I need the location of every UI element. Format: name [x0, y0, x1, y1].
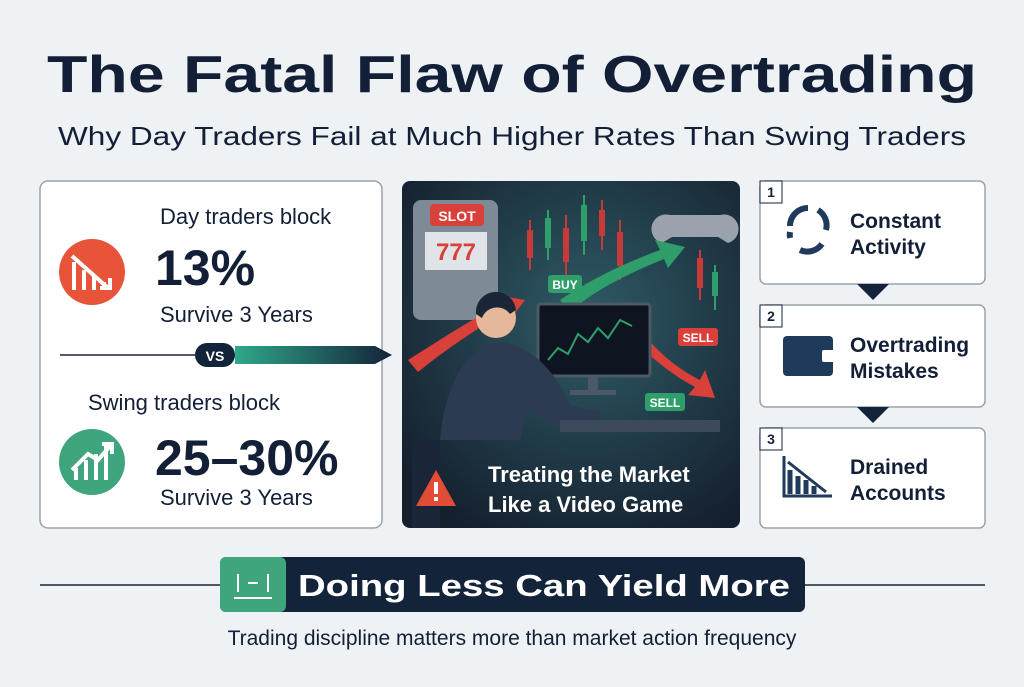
step-number: 1	[767, 184, 775, 200]
illustration-caption: Like a Video Game	[488, 492, 683, 517]
illustration-part	[547, 318, 633, 361]
step-cards-part-part	[816, 207, 830, 231]
illustration-part-part	[617, 232, 623, 266]
step-number: 2	[767, 308, 775, 324]
comparison-card	[39, 180, 392, 529]
illustration-caption: Treating the Market	[488, 462, 690, 487]
step-cards-part	[786, 205, 830, 255]
day-stat: 13%	[155, 240, 255, 296]
comparison-card-part	[235, 346, 392, 364]
illustration-part-part	[545, 218, 551, 248]
step-cards-part-part	[798, 242, 825, 255]
illustration-part-part	[599, 210, 605, 236]
step-cards-part	[822, 350, 836, 362]
comparison-card-part	[70, 442, 114, 480]
banner-part	[220, 557, 805, 612]
trade-tag: SELL	[683, 331, 714, 345]
illustration-part	[548, 275, 582, 293]
illustration-part	[678, 328, 718, 346]
step-cards-part	[759, 427, 783, 451]
slot-reels: 777	[436, 239, 476, 266]
banner-text: Doing Less Can Yield More	[298, 568, 790, 603]
day-label: Day traders block	[160, 204, 332, 229]
step-text: Drained	[850, 456, 928, 479]
illustration-part-part	[697, 258, 703, 288]
step-cards-part-part	[787, 205, 809, 227]
illustration-part	[434, 482, 438, 494]
step-text: Activity	[850, 236, 926, 259]
step-cards-part	[787, 470, 817, 494]
swing-stat: 25–30%	[155, 430, 339, 486]
illustration-part	[651, 214, 739, 243]
banner-part	[234, 574, 272, 599]
illustration-part-part	[581, 205, 587, 241]
banner	[40, 557, 985, 612]
title: The Fatal Flaw of Overtrading	[47, 46, 977, 104]
comparison-card-part	[195, 343, 235, 367]
illustration-part-part	[563, 228, 569, 262]
comparison-card-part	[59, 429, 125, 495]
swing-caption: Survive 3 Years	[160, 485, 313, 510]
illustration-part	[475, 291, 516, 318]
step-cards-part	[759, 180, 783, 204]
illustration-part	[527, 195, 718, 310]
step-cards-part	[783, 336, 833, 376]
trade-tag: BUY	[552, 278, 577, 292]
illustration-part	[536, 302, 652, 378]
step-number: 3	[767, 431, 775, 447]
illustration-part	[430, 204, 484, 226]
illustration-part	[560, 420, 720, 432]
swing-label: Swing traders block	[88, 390, 281, 415]
day-caption: Survive 3 Years	[160, 302, 313, 327]
illustration-part	[434, 497, 438, 501]
illustration-part	[425, 232, 487, 270]
step-cards	[759, 180, 986, 529]
illustration-part	[632, 330, 715, 398]
illustration-part	[588, 376, 598, 390]
step-text: Constant	[850, 210, 941, 233]
subtitle: Why Day Traders Fail at Much Higher Rate…	[58, 121, 966, 151]
step-cards-part	[857, 284, 889, 423]
step-text: Accounts	[850, 482, 946, 505]
step-cards-part	[759, 304, 783, 328]
step-text: Mistakes	[850, 360, 939, 383]
trade-tag: SELL	[650, 396, 681, 410]
footer: Trading discipline matters more than mar…	[228, 627, 797, 650]
step-text: Overtrading	[850, 334, 969, 357]
illustration	[402, 181, 740, 528]
illustration-part-part	[527, 230, 533, 258]
step-cards-part	[759, 427, 986, 529]
illustration-part	[440, 342, 600, 440]
slot-sign: SLOT	[438, 208, 476, 224]
illustration-part	[570, 390, 616, 395]
versus: VS	[206, 348, 225, 364]
illustration-part	[560, 240, 685, 312]
banner-part	[220, 557, 286, 612]
step-cards-part	[787, 460, 827, 494]
comparison-card-part	[70, 254, 112, 290]
step-cards-part	[782, 456, 832, 498]
illustration-part-part	[712, 272, 718, 296]
illustration-part	[645, 393, 685, 411]
